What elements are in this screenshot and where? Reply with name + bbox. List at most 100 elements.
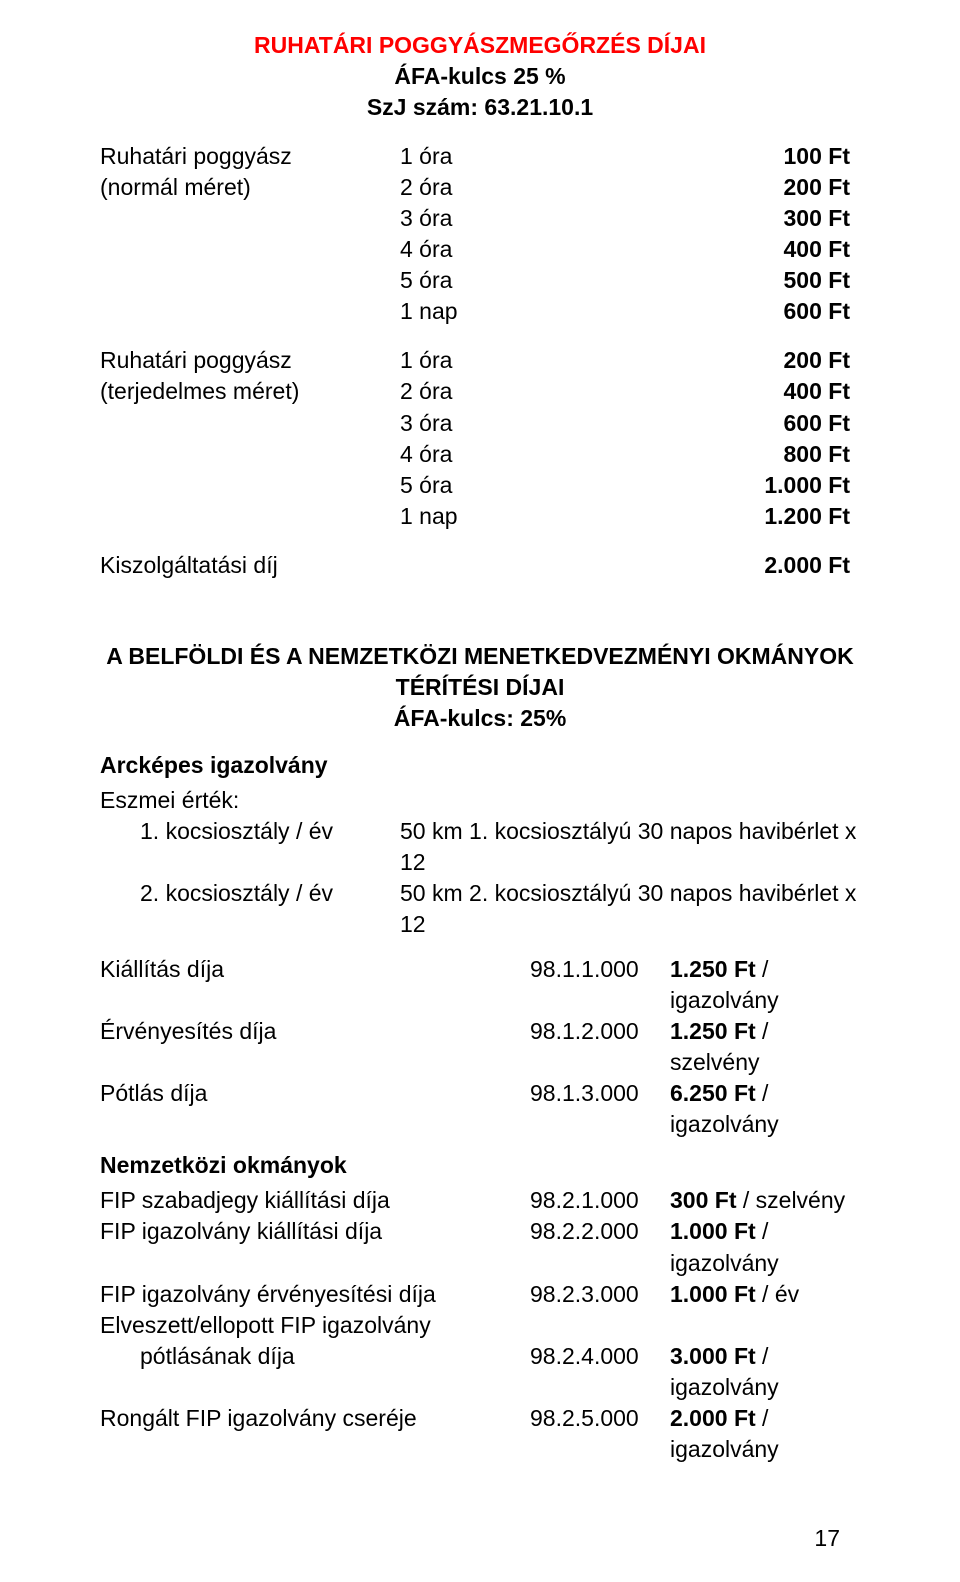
fee-block-large: Ruhatári poggyász 1 óra 200 Ft (terjedel…	[100, 345, 860, 531]
s2-title-line1: A BELFÖLDI ÉS A NEMZETKÖZI MENETKEDVEZMÉ…	[106, 643, 854, 669]
eszmei-row: 1. kocsiosztály / év 50 km 1. kocsiosztá…	[140, 816, 860, 878]
fee-value: 6.250 Ft / igazolvány	[670, 1078, 860, 1140]
s2-title-line2: TÉRÍTÉSI DÍJAI	[396, 674, 565, 700]
ev-left: 2. kocsiosztály / év	[140, 878, 400, 940]
fee-value: 1.250 Ft / szelvény	[670, 1016, 860, 1078]
row-mid: 5 óra	[400, 470, 650, 501]
ev-left: 1. kocsiosztály / év	[140, 816, 400, 878]
fee-row: pótlásának díja 98.2.4.000 3.000 Ft / ig…	[100, 1341, 860, 1403]
fee-row: Érvényesítés díja 98.1.2.000 1.250 Ft / …	[100, 1016, 860, 1078]
s2-title-line3: ÁFA-kulcs: 25%	[394, 705, 567, 731]
row-label: (normál méret)	[100, 172, 400, 203]
fee-amount: 1.250 Ft	[670, 956, 756, 982]
fee-code: 98.1.3.000	[530, 1078, 670, 1140]
fee-row: Rongált FIP igazolvány cseréje 98.2.5.00…	[100, 1403, 860, 1465]
fee-code: 98.2.4.000	[530, 1341, 670, 1403]
fee-amount: 6.250 Ft	[670, 1080, 756, 1106]
row-price: 1.200 Ft	[650, 501, 850, 532]
fee-value: 3.000 Ft / igazolvány	[670, 1341, 860, 1403]
fee-block-normal: Ruhatári poggyász 1 óra 100 Ft (normál m…	[100, 141, 860, 327]
document-page: RUHATÁRI POGGYÁSZMEGŐRZÉS DÍJAI ÁFA-kulc…	[0, 0, 960, 1582]
row-price: 400 Ft	[650, 234, 850, 265]
eszmei-row: 2. kocsiosztály / év 50 km 2. kocsiosztá…	[140, 878, 860, 940]
eszmei-label: Eszmei érték:	[100, 785, 860, 816]
title-line3: SzJ szám: 63.21.10.1	[367, 94, 593, 120]
row-label	[100, 470, 400, 501]
fee-row: FIP igazolvány érvényesítési díja 98.2.3…	[100, 1279, 860, 1310]
fee-value: 1.000 Ft / év	[670, 1279, 860, 1310]
fee-code: 98.1.2.000	[530, 1016, 670, 1078]
fee-code: 98.2.2.000	[530, 1216, 670, 1278]
fee-label: FIP szabadjegy kiállítási díja	[100, 1185, 530, 1216]
row-mid: 1 óra	[400, 141, 650, 172]
fee-value: 2.000 Ft / igazolvány	[670, 1403, 860, 1465]
nemzetkozi-heading: Nemzetközi okmányok	[100, 1152, 860, 1179]
row-label: Ruhatári poggyász	[100, 345, 400, 376]
fee-value: 1.250 Ft / igazolvány	[670, 954, 860, 1016]
fee-unit: / szelvény	[736, 1187, 845, 1213]
service-price: 2.000 Ft	[650, 550, 850, 581]
fee-amount: 1.250 Ft	[670, 1018, 756, 1044]
fee-code: 98.2.3.000	[530, 1279, 670, 1310]
row-price: 600 Ft	[650, 296, 850, 327]
row-price: 800 Ft	[650, 439, 850, 470]
elveszett-line1: Elveszett/ellopott FIP igazolvány	[100, 1310, 860, 1341]
fee-amount: 300 Ft	[670, 1187, 736, 1213]
fee-value: 300 Ft / szelvény	[670, 1185, 860, 1216]
row-label: Ruhatári poggyász	[100, 141, 400, 172]
fee-label: pótlásának díja	[140, 1341, 530, 1403]
row-label	[100, 501, 400, 532]
fee-code: 98.2.5.000	[530, 1403, 670, 1465]
fee-row: FIP igazolvány kiállítási díja 98.2.2.00…	[100, 1216, 860, 1278]
fee-label: Kiállítás díja	[100, 954, 530, 1016]
row-mid: 4 óra	[400, 234, 650, 265]
service-fee-row: Kiszolgáltatási díj 2.000 Ft	[100, 550, 860, 581]
ev-right: 50 km 1. kocsiosztályú 30 napos havibérl…	[400, 816, 860, 878]
row-mid: 3 óra	[400, 203, 650, 234]
row-mid: 4 óra	[400, 439, 650, 470]
row-label	[100, 234, 400, 265]
ev-right: 50 km 2. kocsiosztályú 30 napos havibérl…	[400, 878, 860, 940]
service-label: Kiszolgáltatási díj	[100, 550, 650, 581]
row-price: 200 Ft	[650, 345, 850, 376]
fee-amount: 1.000 Ft	[670, 1218, 756, 1244]
section2-title: A BELFÖLDI ÉS A NEMZETKÖZI MENETKEDVEZMÉ…	[100, 641, 860, 734]
row-price: 600 Ft	[650, 408, 850, 439]
fee-value: 1.000 Ft / igazolvány	[670, 1216, 860, 1278]
fee-label: Rongált FIP igazolvány cseréje	[100, 1403, 530, 1465]
arckepes-heading: Arcképes igazolvány	[100, 752, 860, 779]
row-mid: 5 óra	[400, 265, 650, 296]
row-price: 300 Ft	[650, 203, 850, 234]
row-label	[100, 408, 400, 439]
row-mid: 2 óra	[400, 172, 650, 203]
row-price: 400 Ft	[650, 376, 850, 407]
title-line2: ÁFA-kulcs 25 %	[394, 63, 565, 89]
fee-row: Pótlás díja 98.1.3.000 6.250 Ft / igazol…	[100, 1078, 860, 1140]
row-price: 200 Ft	[650, 172, 850, 203]
row-label	[100, 203, 400, 234]
fee-label: Érvényesítés díja	[100, 1016, 530, 1078]
fee-amount: 1.000 Ft	[670, 1281, 756, 1307]
row-label	[100, 296, 400, 327]
fee-label: Pótlás díja	[100, 1078, 530, 1140]
row-label: (terjedelmes méret)	[100, 376, 400, 407]
page-number: 17	[100, 1525, 860, 1552]
fee-amount: 3.000 Ft	[670, 1343, 756, 1369]
fee-code: 98.1.1.000	[530, 954, 670, 1016]
fee-row: Kiállítás díja 98.1.1.000 1.250 Ft / iga…	[100, 954, 860, 1016]
row-mid: 1 nap	[400, 296, 650, 327]
fee-row: FIP szabadjegy kiállítási díja 98.2.1.00…	[100, 1185, 860, 1216]
fee-unit: / év	[756, 1281, 799, 1307]
row-price: 1.000 Ft	[650, 470, 850, 501]
row-label	[100, 265, 400, 296]
title-line1: RUHATÁRI POGGYÁSZMEGŐRZÉS DÍJAI	[254, 32, 706, 58]
section1-title: RUHATÁRI POGGYÁSZMEGŐRZÉS DÍJAI ÁFA-kulc…	[100, 30, 860, 123]
row-price: 500 Ft	[650, 265, 850, 296]
fee-label: FIP igazolvány kiállítási díja	[100, 1216, 530, 1278]
row-mid: 1 óra	[400, 345, 650, 376]
row-mid: 2 óra	[400, 376, 650, 407]
fee-label: FIP igazolvány érvényesítési díja	[100, 1279, 530, 1310]
fee-amount: 2.000 Ft	[670, 1405, 756, 1431]
row-price: 100 Ft	[650, 141, 850, 172]
row-mid: 1 nap	[400, 501, 650, 532]
